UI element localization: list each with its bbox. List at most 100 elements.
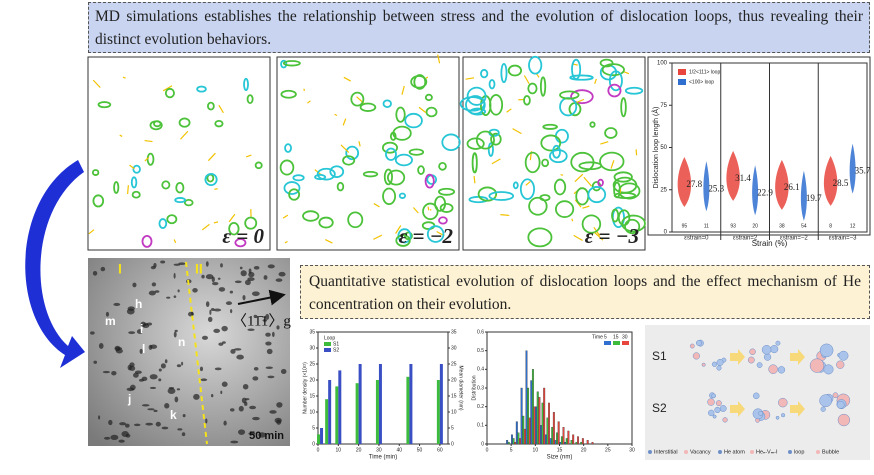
step-arrow <box>730 349 745 365</box>
bar <box>358 364 362 444</box>
hist-bar <box>538 397 541 445</box>
tem-spot <box>173 331 177 338</box>
tem-spot <box>153 409 158 413</box>
legend-label: S1 <box>333 341 339 347</box>
legend-marker <box>718 450 722 454</box>
y-tick-label: 0.5 <box>477 348 484 354</box>
hist-bar <box>560 436 563 445</box>
tem-spot <box>128 331 136 335</box>
bar <box>378 364 382 444</box>
hist-bar <box>562 427 565 445</box>
g-vector <box>237 289 286 306</box>
median-label: 19.7 <box>806 193 822 203</box>
particle <box>692 352 700 360</box>
tem-spot <box>240 270 247 277</box>
tem-spot <box>177 428 183 431</box>
hist-bar <box>551 427 554 445</box>
hist-bar <box>580 441 583 445</box>
tem-spot <box>173 272 176 279</box>
md-loop <box>383 168 393 186</box>
legend-swatch <box>678 79 686 85</box>
md-segment <box>571 218 574 222</box>
md-loop <box>587 186 607 204</box>
md-loop <box>539 194 551 202</box>
md-loop <box>97 101 112 109</box>
md-segment <box>575 98 585 104</box>
md-segment <box>373 234 383 240</box>
legend-marker <box>750 450 754 454</box>
md-loop <box>528 55 543 75</box>
count-label: 93 <box>730 223 736 229</box>
legend-title: Time <box>592 334 603 340</box>
md-loop <box>408 148 425 156</box>
x-tick-label: εstrain=2 <box>733 236 758 242</box>
md-segment <box>340 144 350 153</box>
tem-spot <box>217 277 221 280</box>
tem-spot <box>223 420 227 426</box>
md-loop <box>559 90 580 100</box>
x-tick-label: 30 <box>629 447 635 453</box>
md-segment <box>342 118 347 126</box>
x-label: Time (min) <box>369 455 397 461</box>
md-segment <box>173 239 177 244</box>
tem-spot <box>221 341 226 344</box>
md-segment <box>129 164 135 170</box>
tem-spot <box>258 432 266 438</box>
md-loop <box>617 209 631 227</box>
md-loop <box>166 214 178 225</box>
md-segment <box>425 76 429 79</box>
md-loop <box>487 142 494 157</box>
md-segment <box>213 221 219 224</box>
bar <box>436 380 440 444</box>
bar <box>406 376 410 444</box>
md-loop <box>347 211 364 229</box>
tem-spot <box>267 264 275 269</box>
legend-title: Loop <box>324 335 335 341</box>
hist-bar <box>528 417 531 445</box>
md-segment <box>412 207 419 214</box>
md-loop <box>394 153 413 167</box>
tem-spot <box>238 405 244 412</box>
md-loop <box>608 70 623 92</box>
bar <box>409 364 413 444</box>
md-loop <box>283 181 301 195</box>
median-label: 25.3 <box>708 183 724 193</box>
md-loop <box>424 173 435 189</box>
md-loop <box>489 94 504 116</box>
tem-spot <box>220 390 223 395</box>
x-label: Strain (%) <box>752 239 788 248</box>
violin <box>823 155 838 206</box>
md-loop <box>362 170 379 178</box>
tem-spot <box>192 288 198 293</box>
tem-spot <box>113 302 121 306</box>
tem-spot <box>134 370 142 375</box>
md-segment <box>373 203 380 208</box>
hist-bar <box>549 438 552 445</box>
median-label: 22.9 <box>757 187 773 197</box>
tem-spot <box>110 434 119 440</box>
md-loop <box>624 218 641 235</box>
md-segment <box>180 130 189 140</box>
md-loop <box>599 58 614 68</box>
row-label: S2 <box>652 401 667 415</box>
md-loop <box>613 171 633 183</box>
particle <box>832 392 839 399</box>
tem-spot <box>265 332 271 337</box>
md-segment <box>573 234 583 241</box>
tem-spot <box>182 414 186 418</box>
tem-spot <box>174 396 179 403</box>
particle <box>763 353 772 361</box>
tem-spot <box>158 378 162 382</box>
y-tick-label: 100 <box>657 61 668 67</box>
x-tick-label: 0 <box>317 447 320 453</box>
tem-spot <box>205 274 214 280</box>
md-loop <box>426 225 445 243</box>
tem-spot <box>211 276 215 283</box>
particle <box>701 362 706 367</box>
particle <box>775 415 780 420</box>
y-tick-label: 50 <box>660 145 667 151</box>
hist-bar <box>586 440 589 445</box>
x-tick-label: 25 <box>605 447 611 453</box>
count-label: 8 <box>829 223 832 229</box>
tem-spot <box>275 278 283 282</box>
